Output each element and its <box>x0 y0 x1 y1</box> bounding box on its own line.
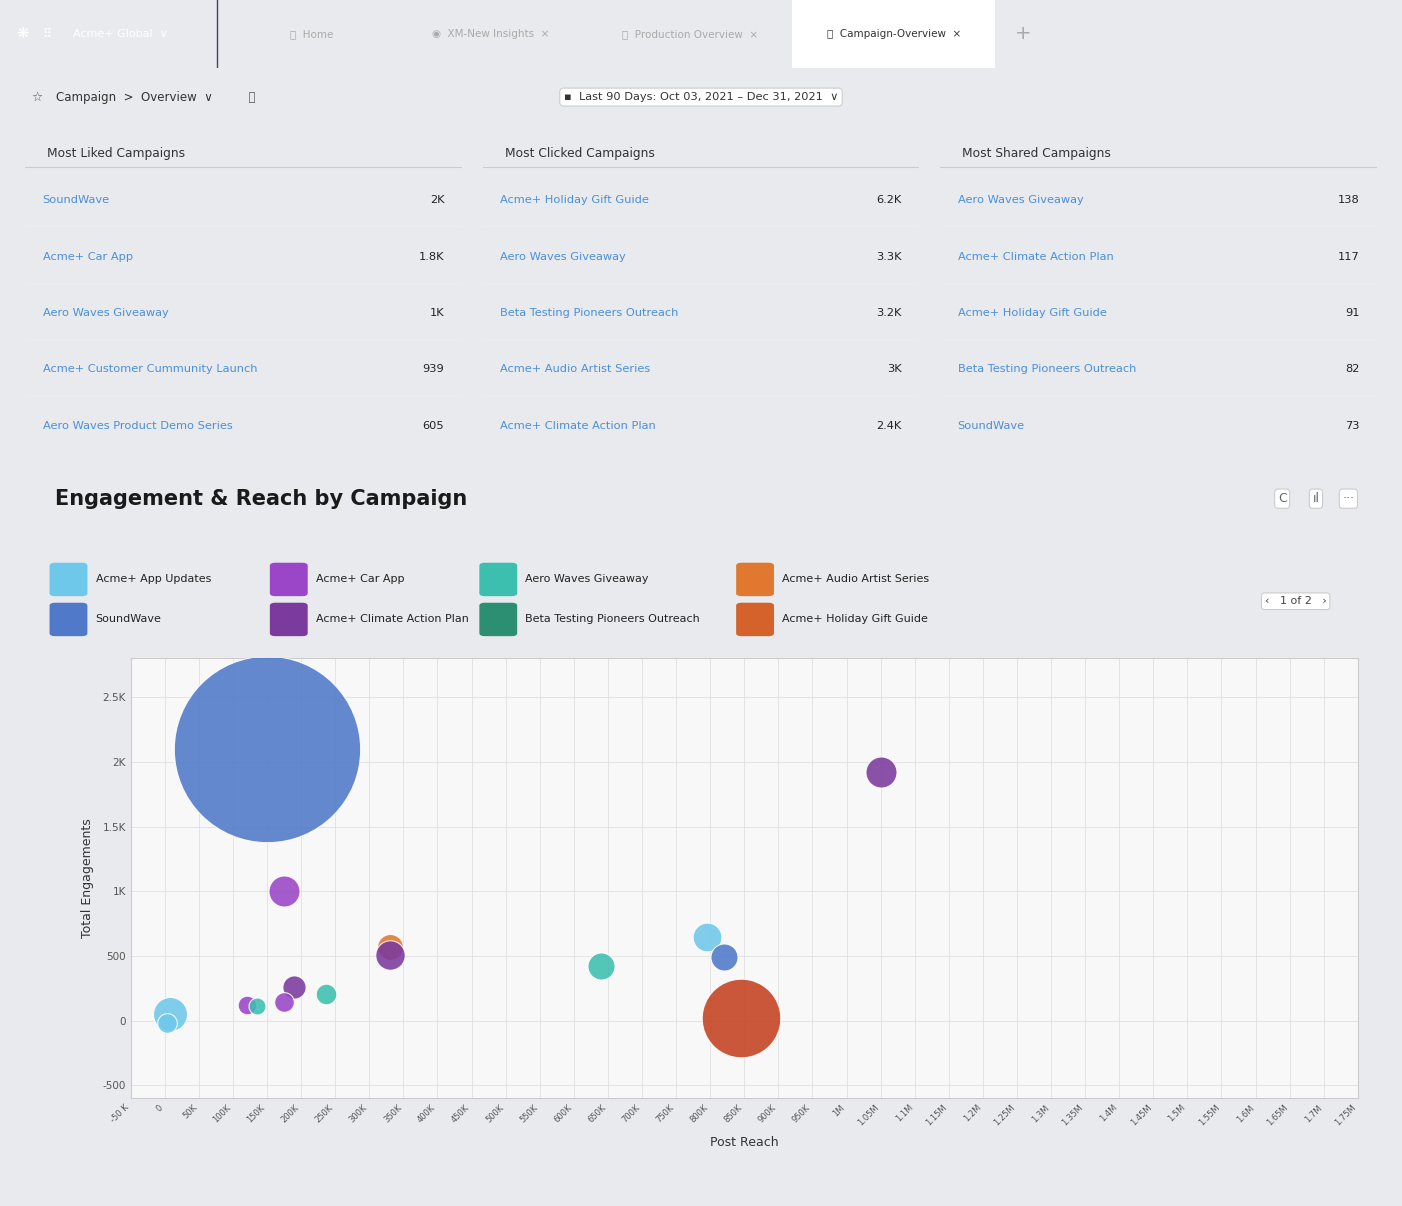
Text: Acme+ Customer Cummunity Launch: Acme+ Customer Cummunity Launch <box>42 364 257 375</box>
Point <box>869 762 892 781</box>
Text: 605: 605 <box>422 421 444 431</box>
Point <box>379 946 401 965</box>
Text: SoundWave: SoundWave <box>42 195 109 205</box>
Text: Acme+ Climate Action Plan: Acme+ Climate Action Plan <box>501 421 656 431</box>
FancyBboxPatch shape <box>269 603 307 636</box>
Text: 📊  Campaign-Overview  ×: 📊 Campaign-Overview × <box>827 29 960 39</box>
FancyBboxPatch shape <box>269 563 307 596</box>
Text: Campaign  >  Overview  ∨: Campaign > Overview ∨ <box>56 90 213 104</box>
Text: Acme+ Holiday Gift Guide: Acme+ Holiday Gift Guide <box>782 614 928 625</box>
Text: 3.2K: 3.2K <box>876 308 901 318</box>
Text: 2.4K: 2.4K <box>876 421 901 431</box>
Point <box>273 993 296 1012</box>
Text: Acme+ Audio Artist Series: Acme+ Audio Artist Series <box>501 364 651 375</box>
Text: Most Shared Campaigns: Most Shared Campaigns <box>962 147 1110 160</box>
FancyBboxPatch shape <box>49 603 87 636</box>
Text: 1K: 1K <box>429 308 444 318</box>
Point <box>590 956 613 976</box>
Point <box>315 984 338 1003</box>
Text: Most Liked Campaigns: Most Liked Campaigns <box>48 147 185 160</box>
Text: ıl: ıl <box>1312 492 1319 505</box>
Text: Acme+ Car App: Acme+ Car App <box>315 574 404 585</box>
Text: 6.2K: 6.2K <box>876 195 901 205</box>
Y-axis label: Total Engagements: Total Engagements <box>81 819 94 938</box>
Point <box>158 1005 181 1024</box>
Text: 73: 73 <box>1345 421 1360 431</box>
Text: 2K: 2K <box>430 195 444 205</box>
Text: Engagement & Reach by Campaign: Engagement & Reach by Campaign <box>55 488 467 509</box>
Text: Acme+ Audio Artist Series: Acme+ Audio Artist Series <box>782 574 930 585</box>
X-axis label: Post Reach: Post Reach <box>709 1136 778 1149</box>
Text: Acme+ Global  ∨: Acme+ Global ∨ <box>73 29 168 39</box>
Text: Aero Waves Giveaway: Aero Waves Giveaway <box>958 195 1084 205</box>
FancyBboxPatch shape <box>736 563 774 596</box>
Text: ⓘ: ⓘ <box>241 90 255 104</box>
Point <box>695 927 718 947</box>
Text: C: C <box>1277 492 1287 505</box>
Point <box>156 1013 178 1032</box>
Text: ☆: ☆ <box>31 90 42 104</box>
FancyBboxPatch shape <box>49 563 87 596</box>
Text: 🖥  Production Overview  ×: 🖥 Production Overview × <box>622 29 758 39</box>
Text: 3.3K: 3.3K <box>876 252 901 262</box>
Text: Beta Testing Pioneers Outreach: Beta Testing Pioneers Outreach <box>526 614 700 625</box>
Point <box>379 938 401 958</box>
Text: Beta Testing Pioneers Outreach: Beta Testing Pioneers Outreach <box>501 308 679 318</box>
Text: 82: 82 <box>1345 364 1360 375</box>
Text: Beta Testing Pioneers Outreach: Beta Testing Pioneers Outreach <box>958 364 1136 375</box>
FancyBboxPatch shape <box>479 603 517 636</box>
Text: 3K: 3K <box>887 364 901 375</box>
FancyBboxPatch shape <box>736 603 774 636</box>
Point <box>729 1008 751 1028</box>
Text: Most Clicked Campaigns: Most Clicked Campaigns <box>505 147 655 160</box>
Text: Acme+ Holiday Gift Guide: Acme+ Holiday Gift Guide <box>958 308 1106 318</box>
Text: 91: 91 <box>1345 308 1360 318</box>
Text: 1.8K: 1.8K <box>419 252 444 262</box>
Text: ⠿: ⠿ <box>42 28 52 40</box>
Point <box>236 995 258 1014</box>
Text: SoundWave: SoundWave <box>95 614 161 625</box>
Point <box>283 977 306 996</box>
Point <box>712 948 735 967</box>
Text: ···: ··· <box>1342 492 1354 505</box>
FancyBboxPatch shape <box>792 0 995 68</box>
Text: Aero Waves Giveaway: Aero Waves Giveaway <box>501 252 625 262</box>
Text: Acme+ Holiday Gift Guide: Acme+ Holiday Gift Guide <box>501 195 649 205</box>
FancyBboxPatch shape <box>479 563 517 596</box>
Text: ◉  XM-New Insights  ×: ◉ XM-New Insights × <box>432 29 550 39</box>
Text: SoundWave: SoundWave <box>958 421 1025 431</box>
Text: 138: 138 <box>1338 195 1360 205</box>
Text: ▪  Last 90 Days: Oct 03, 2021 – Dec 31, 2021  ∨: ▪ Last 90 Days: Oct 03, 2021 – Dec 31, 2… <box>564 92 838 103</box>
Text: +: + <box>1015 24 1032 43</box>
Text: ‹   1 of 2   ›: ‹ 1 of 2 › <box>1265 596 1326 607</box>
Text: Acme+ Climate Action Plan: Acme+ Climate Action Plan <box>315 614 468 625</box>
Text: Aero Waves Product Demo Series: Aero Waves Product Demo Series <box>42 421 233 431</box>
Point <box>255 739 278 759</box>
Text: Aero Waves Giveaway: Aero Waves Giveaway <box>526 574 649 585</box>
Point <box>245 996 268 1015</box>
Text: 939: 939 <box>422 364 444 375</box>
Text: 🏠  Home: 🏠 Home <box>290 29 334 39</box>
Text: Acme+ Car App: Acme+ Car App <box>42 252 133 262</box>
Point <box>273 882 296 901</box>
Text: Acme+ App Updates: Acme+ App Updates <box>95 574 210 585</box>
Text: 117: 117 <box>1338 252 1360 262</box>
Text: Acme+ Climate Action Plan: Acme+ Climate Action Plan <box>958 252 1113 262</box>
Text: Aero Waves Giveaway: Aero Waves Giveaway <box>42 308 168 318</box>
Text: ❋: ❋ <box>17 27 29 41</box>
